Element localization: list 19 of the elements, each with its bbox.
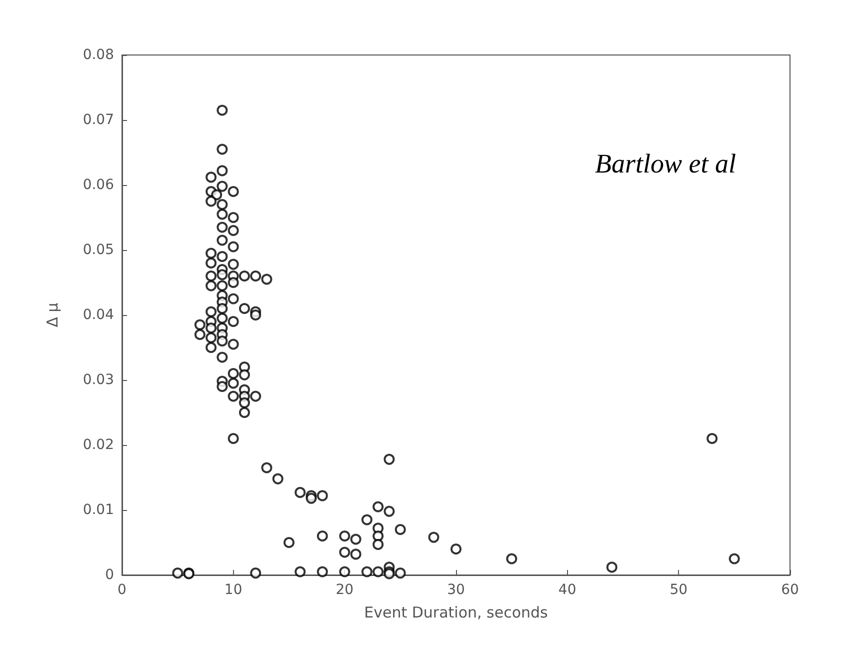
x-tick-label: 30 [447, 582, 465, 598]
x-tick-label: 10 [224, 582, 242, 598]
y-axis-title: Δ μ [44, 302, 62, 328]
annotation: Bartlow et al [595, 148, 736, 178]
y-tick-label: 0.05 [82, 242, 114, 258]
x-axis-title: Event Duration, seconds [364, 604, 548, 622]
y-tick-label: 0.01 [82, 502, 114, 518]
x-tick-label: 40 [558, 582, 576, 598]
x-tick-label: 60 [781, 582, 799, 598]
x-tick-label: 50 [670, 582, 688, 598]
x-tick-label: 20 [336, 582, 354, 598]
y-tick-label: 0.04 [82, 307, 114, 323]
x-tick-label: 0 [118, 582, 126, 598]
y-tick-label: 0.08 [82, 47, 114, 63]
y-tick-label: 0.02 [82, 437, 114, 453]
y-tick-label: 0.06 [82, 177, 114, 193]
y-tick-label: 0.03 [82, 372, 114, 388]
y-tick-label: 0.07 [82, 112, 114, 128]
y-tick-label: 0 [105, 567, 114, 583]
